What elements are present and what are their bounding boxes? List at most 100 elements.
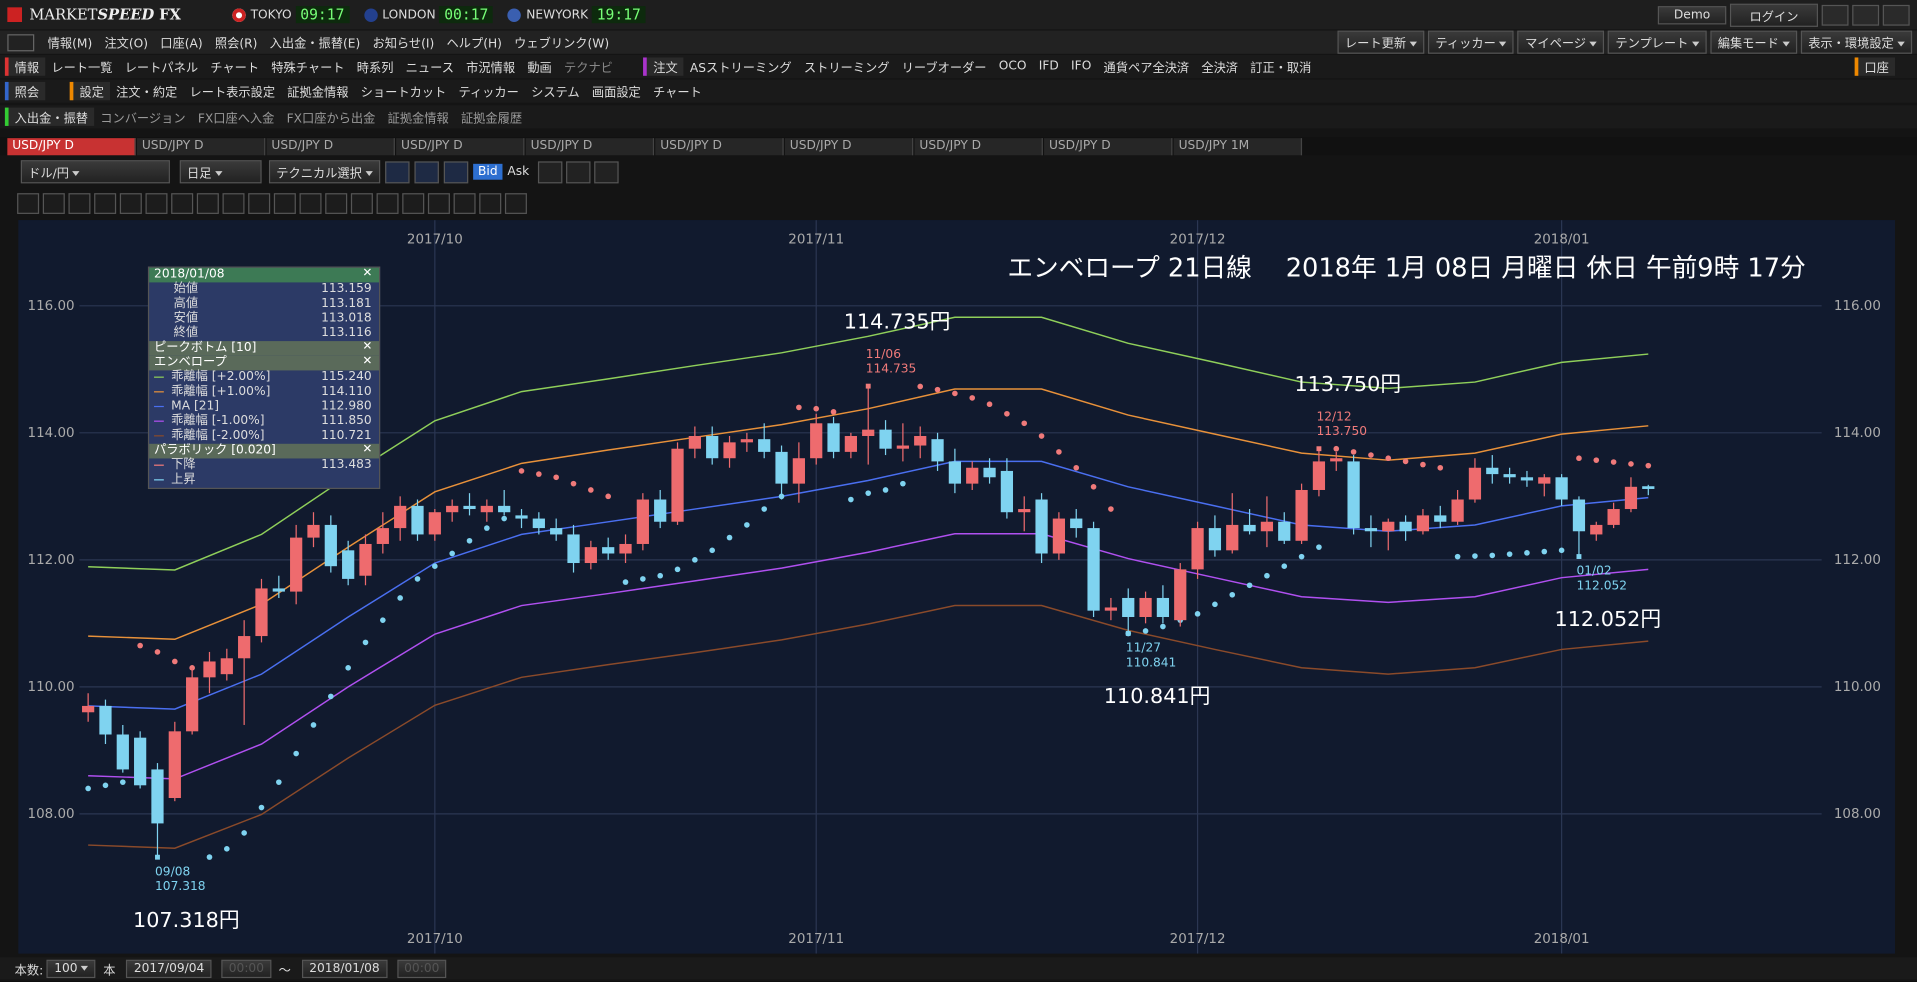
x-tick-label-top: 2018/01	[1534, 233, 1590, 248]
toolbar-item[interactable]: テクナビ	[563, 62, 613, 76]
chart-tab[interactable]: USD/JPY D	[655, 137, 784, 155]
toolbar-item[interactable]: OCO	[998, 59, 1027, 74]
from-time[interactable]: 00:00	[221, 959, 272, 978]
y-tick-label-right: 110.00	[1834, 680, 1881, 695]
toolbar-item[interactable]: システム	[531, 86, 580, 101]
title-button[interactable]: Demo	[1657, 5, 1727, 24]
menu-item[interactable]: 入出金・振替(E)	[269, 37, 361, 52]
y-tick-label: 110.00	[28, 680, 75, 695]
candle-body	[1243, 524, 1256, 532]
menu-right-button[interactable]: レート更新	[1337, 30, 1425, 54]
toolbar-item[interactable]: 市況情報	[466, 62, 516, 76]
drawing-tool	[453, 193, 476, 214]
toolbar-group[interactable]: 注文	[643, 57, 684, 76]
count-input[interactable]: 100	[46, 959, 96, 978]
toolbar-item[interactable]: レート一覧	[51, 62, 113, 76]
legend-name: 乖離幅 [-2.00%]	[171, 429, 265, 443]
chart-tab[interactable]: USD/JPY D	[1044, 137, 1173, 155]
chart-tab[interactable]: USD/JPY D	[7, 137, 136, 155]
toolbar-group[interactable]: 設定	[69, 81, 111, 101]
toolbar-item[interactable]: コンバージョン	[100, 112, 186, 126]
chart-tab[interactable]: USD/JPY D	[914, 137, 1043, 155]
legend-swatch	[154, 478, 164, 480]
menu-item[interactable]: ウェブリンク(W)	[514, 37, 610, 52]
candle-body	[116, 734, 129, 770]
toolbar-item[interactable]: 特殊チャート	[271, 62, 345, 76]
toolbar-item[interactable]: 注文・約定	[116, 86, 178, 101]
panel-label: 安値	[173, 311, 199, 326]
toolbar-item[interactable]: 証拠金情報	[387, 112, 449, 126]
sar-dot	[328, 693, 334, 700]
chart-tab[interactable]: USD/JPY D	[784, 137, 914, 155]
toolbar-item[interactable]: 全決済	[1201, 62, 1239, 76]
to-time[interactable]: 00:00	[396, 959, 447, 978]
panel-row: 始値 113.159	[149, 282, 379, 297]
menu-right-button[interactable]: 編集モード	[1710, 30, 1798, 54]
toolbar-group[interactable]: 情報	[4, 57, 46, 76]
toolbar-item[interactable]: 時系列	[356, 62, 394, 76]
period-select[interactable]: 日足	[179, 160, 262, 184]
bid-button[interactable]: Bid	[473, 163, 503, 180]
menu-item[interactable]: お知らせ(I)	[372, 37, 435, 52]
from-date[interactable]: 2017/09/04	[126, 959, 212, 978]
chart-tab[interactable]: USD/JPY 1M	[1173, 137, 1303, 155]
menu-right-button[interactable]: 表示・環境設定	[1800, 30, 1913, 54]
sar-dot	[1194, 611, 1201, 617]
toolbar-group[interactable]: 口座	[1854, 57, 1895, 76]
toolbar-item[interactable]: レート表示設定	[189, 86, 276, 101]
menu-item[interactable]: 口座(A)	[160, 37, 203, 52]
toolbar-item[interactable]: 訂正・取消	[1250, 62, 1312, 76]
toolbar-item[interactable]: ストリーミング	[803, 62, 890, 76]
chart-tab[interactable]: USD/JPY D	[136, 137, 266, 155]
title-button[interactable]: ログイン	[1729, 3, 1818, 27]
y-tick-label: 112.00	[28, 553, 75, 568]
chart-tab[interactable]: USD/JPY D	[266, 137, 395, 155]
candle-body	[1330, 458, 1343, 462]
candle-body	[463, 505, 476, 510]
toolbar-item[interactable]: チャート	[210, 62, 260, 76]
toolbar-item[interactable]: リーブオーダー	[901, 62, 987, 76]
toolbar-item[interactable]: FX口座から出金	[286, 112, 376, 126]
menu-right-button[interactable]: マイページ	[1517, 30, 1605, 54]
y-tick-label-right: 112.00	[1834, 553, 1881, 568]
toolbar-group[interactable]: 照会	[4, 81, 46, 101]
toolbar-item[interactable]: ティッカー	[458, 86, 519, 101]
toolbar-item[interactable]: IFO	[1071, 59, 1092, 74]
menu-item[interactable]: 照会(R)	[214, 37, 258, 52]
candle-body	[1295, 489, 1308, 541]
sar-dot	[1472, 553, 1478, 559]
toolbar-item[interactable]: レートパネル	[124, 62, 199, 76]
toolbar-item[interactable]: 通貨ペア全決済	[1103, 62, 1190, 76]
panel-header: 2018/01/08	[149, 267, 379, 283]
tab-bar: USD/JPY D USD/JPY D USD/JPY D USD/JPY D USD/…	[0, 136, 1917, 156]
toolbar-item[interactable]: ASストリーミング	[689, 62, 792, 76]
toolbar-item[interactable]: 証拠金履歴	[460, 112, 523, 126]
candle-body	[255, 588, 268, 637]
to-date[interactable]: 2018/01/08	[301, 959, 388, 978]
menu-right-button[interactable]: テンプレート	[1608, 30, 1707, 54]
toolbar-item[interactable]: チャート	[652, 86, 702, 101]
annotation-date: 12/12	[1316, 409, 1351, 423]
menu-icon	[7, 33, 35, 51]
pair-select[interactable]: ドル/円	[20, 160, 170, 184]
menu-item[interactable]: 情報(M)	[47, 37, 93, 52]
candle-body	[654, 499, 667, 522]
sar-dot	[380, 617, 386, 623]
toolbar-item[interactable]: 証拠金情報	[287, 86, 349, 101]
ask-button[interactable]: Ask	[507, 165, 530, 179]
menu-right-button[interactable]: ティッカー	[1428, 30, 1515, 54]
toolbar-item[interactable]: ショートカット	[360, 86, 447, 101]
toolbar-item[interactable]: IFD	[1038, 59, 1059, 74]
toolbar-item[interactable]: FX口座へ入金	[197, 112, 275, 126]
clock-city: TOKYO	[250, 7, 292, 22]
toolbar-item[interactable]: 画面設定	[591, 86, 641, 101]
menu-item[interactable]: 注文(O)	[104, 37, 149, 52]
technical-select[interactable]: テクニカル選択	[268, 160, 381, 184]
toolbar-group[interactable]: 入出金・振替	[4, 107, 95, 126]
toolbar-item[interactable]: 動画	[527, 62, 552, 76]
sar-dot	[1246, 582, 1253, 589]
chart-tab[interactable]: USD/JPY D	[525, 137, 655, 155]
chart-tab[interactable]: USD/JPY D	[396, 137, 525, 155]
toolbar-item[interactable]: ニュース	[405, 62, 454, 76]
menu-item[interactable]: ヘルプ(H)	[446, 37, 502, 52]
